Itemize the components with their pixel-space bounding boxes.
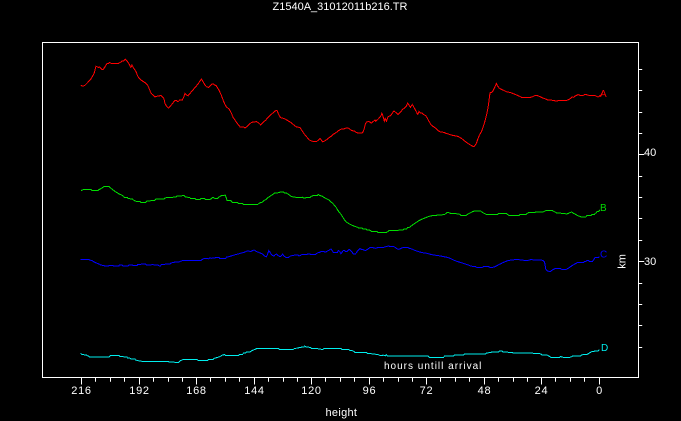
svg-text:height: height <box>326 407 358 419</box>
svg-text:Z1540A_31012011b216.TR: Z1540A_31012011b216.TR <box>273 1 408 13</box>
svg-text:24: 24 <box>535 385 549 397</box>
svg-text:168: 168 <box>186 385 206 397</box>
svg-text:96: 96 <box>363 385 377 397</box>
svg-text:30: 30 <box>644 256 656 268</box>
svg-text:km: km <box>617 254 629 269</box>
svg-text:0: 0 <box>596 385 603 397</box>
svg-text:120: 120 <box>301 385 321 397</box>
svg-text:48: 48 <box>478 385 492 397</box>
svg-text:B: B <box>600 203 607 214</box>
svg-text:A: A <box>600 89 607 100</box>
svg-text:D: D <box>601 343 608 354</box>
svg-text:216: 216 <box>71 385 91 397</box>
svg-text:192: 192 <box>129 385 149 397</box>
svg-text:hours untill arrival: hours untill arrival <box>384 361 482 372</box>
svg-text:40: 40 <box>644 147 656 159</box>
svg-text:C: C <box>600 250 607 261</box>
svg-text:72: 72 <box>420 385 434 397</box>
svg-text:144: 144 <box>244 385 264 397</box>
